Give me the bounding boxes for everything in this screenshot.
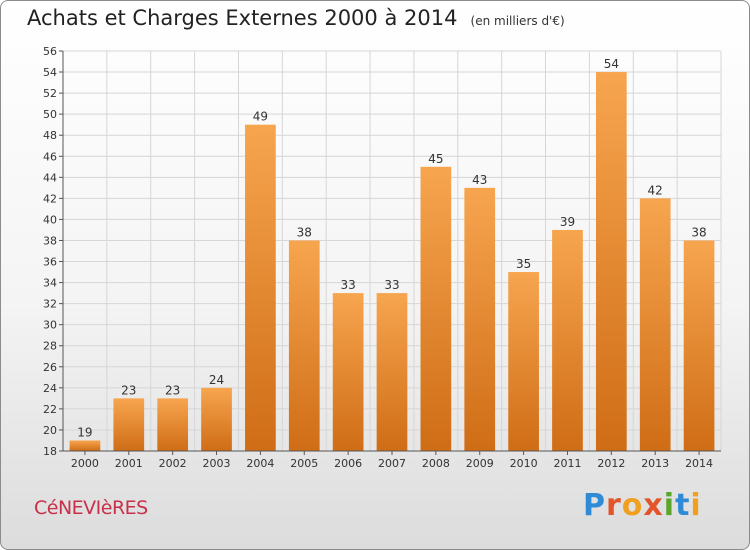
data-label: 19	[77, 425, 92, 439]
x-tick-label: 2008	[422, 457, 450, 470]
data-label: 43	[472, 173, 487, 187]
y-tick-label: 46	[43, 150, 57, 163]
data-label: 24	[209, 373, 224, 387]
x-tick-label: 2012	[597, 457, 625, 470]
y-tick-label: 44	[43, 171, 57, 184]
logo-letter: P	[583, 488, 606, 523]
bar	[552, 229, 583, 451]
data-label: 33	[340, 278, 355, 292]
data-label: 35	[516, 257, 531, 271]
logo-letter: r	[606, 488, 622, 523]
y-tick-label: 40	[43, 213, 57, 226]
y-tick-label: 56	[43, 45, 57, 58]
x-tick-label: 2014	[685, 457, 713, 470]
y-tick-label: 34	[43, 277, 57, 290]
y-tick-label: 30	[43, 319, 57, 332]
x-tick-label: 2013	[641, 457, 669, 470]
bar	[201, 387, 232, 451]
x-tick-label: 2011	[553, 457, 581, 470]
bar	[508, 272, 539, 451]
x-tick-label: 2006	[334, 457, 362, 470]
chart-subtitle: (en milliers d'€)	[470, 14, 565, 28]
data-label: 49	[253, 110, 268, 124]
x-tick-label: 2004	[246, 457, 274, 470]
bar	[464, 187, 496, 451]
logo-letter: i	[663, 488, 676, 523]
data-label: 38	[297, 225, 312, 239]
data-label: 39	[560, 215, 575, 229]
x-tick-label: 2002	[159, 457, 187, 470]
bar	[376, 293, 408, 451]
bar	[245, 124, 276, 452]
x-tick-label: 2000	[71, 457, 99, 470]
commune-name: CéNEVIèRES	[34, 497, 148, 519]
axis-layer: 18 20 22 24 26 28 30 32 34 36 38 40 42 44 46 48 50 52 54 56…	[43, 45, 721, 470]
bar	[420, 166, 452, 451]
data-label: 23	[165, 383, 180, 397]
y-tick-label: 36	[43, 256, 57, 269]
y-tick-label: 28	[43, 340, 57, 353]
x-tick-label: 2005	[290, 457, 318, 470]
y-tick-label: 50	[43, 108, 57, 121]
x-tick-label: 2010	[510, 457, 538, 470]
bar	[113, 398, 145, 451]
data-label: 42	[648, 183, 663, 197]
bar	[69, 440, 101, 451]
y-tick-label: 38	[43, 234, 57, 247]
data-label: 38	[691, 225, 706, 239]
bar	[288, 240, 320, 451]
y-tick-label: 42	[43, 192, 57, 205]
bar	[332, 293, 364, 451]
x-tick-label: 2001	[115, 457, 143, 470]
y-tick-label: 18	[43, 445, 57, 458]
logo-letter: t	[675, 488, 691, 523]
y-tick-label: 32	[43, 298, 57, 311]
data-label: 45	[428, 152, 443, 166]
y-tick-label: 48	[43, 129, 57, 142]
y-tick-label: 26	[43, 361, 57, 374]
proxiti-logo: Proxiti	[583, 488, 702, 523]
data-label: 33	[384, 278, 399, 292]
bar-layer: 19 23 23 24 49 38 33 33 45 43 35 39 54 42 38	[69, 57, 715, 452]
y-tick-label: 20	[43, 424, 57, 437]
y-tick-label: 52	[43, 87, 57, 100]
chart-title: Achats et Charges Externes 2000 à 2014	[27, 6, 458, 30]
bar	[639, 198, 671, 451]
logo-letter: x	[643, 488, 664, 523]
x-tick-label: 2009	[466, 457, 494, 470]
data-label: 23	[121, 383, 136, 397]
bar	[683, 240, 715, 451]
bar	[595, 72, 627, 451]
data-label: 54	[604, 57, 619, 71]
x-tick-label: 2003	[203, 457, 231, 470]
title-row: Achats et Charges Externes 2000 à 2014 (…	[27, 6, 565, 30]
bar	[157, 398, 189, 451]
y-tick-label: 22	[43, 403, 57, 416]
x-tick-label: 2007	[378, 457, 406, 470]
logo-letter: i	[690, 488, 702, 523]
logo-letter: o	[621, 488, 644, 523]
y-tick-label: 54	[43, 66, 57, 79]
y-tick-label: 24	[43, 382, 57, 395]
